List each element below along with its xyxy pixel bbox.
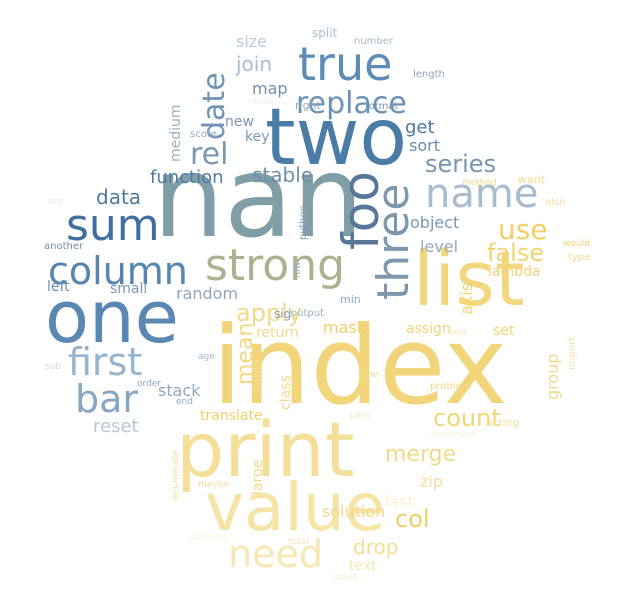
word-time: time — [358, 370, 379, 380]
word-object: object — [410, 213, 459, 232]
word-merge: merge — [385, 442, 456, 467]
word-large: large — [250, 460, 266, 495]
word-table: table — [251, 360, 265, 390]
word-length: length — [413, 69, 445, 80]
word-index: index — [212, 304, 507, 429]
word-new: new — [225, 114, 254, 130]
word-series: series — [425, 150, 496, 178]
word-replace: replace — [296, 86, 407, 121]
word-function: function — [150, 167, 224, 188]
word-text: text — [349, 558, 377, 574]
word-medium: medium — [168, 104, 184, 162]
word-foo: foo — [332, 171, 390, 250]
word-date: date — [197, 72, 232, 140]
word-also: also — [545, 197, 565, 208]
word-col: col — [395, 505, 430, 533]
word-name: name — [425, 171, 538, 217]
word-right: right — [295, 99, 322, 112]
word-output: output — [291, 308, 324, 319]
word-group: group — [543, 354, 562, 400]
word-zip: zip — [420, 472, 443, 491]
word-one: one — [45, 275, 179, 359]
word-solution: solution — [322, 502, 385, 521]
word-total: total — [288, 537, 309, 547]
word-python: python — [298, 205, 309, 240]
word-first: first — [68, 340, 142, 384]
word-column: column — [48, 249, 188, 293]
word-small: small — [110, 281, 147, 297]
word-number: number — [354, 36, 394, 47]
word-order: order — [137, 379, 161, 389]
word-need: need — [228, 532, 323, 576]
word-rel: rel — [190, 137, 228, 172]
word-lambda: lambda — [488, 264, 540, 280]
word-pass: pass — [350, 411, 371, 421]
word-get: get — [405, 117, 435, 138]
word-sep: sep — [48, 197, 64, 207]
word-maybe: maybe — [198, 480, 229, 490]
word-end: end — [176, 397, 193, 407]
word-strong: strong — [205, 240, 345, 291]
word-problem: problem — [430, 381, 471, 392]
word-dataframe: dataframe — [430, 430, 477, 440]
word-apply: apply — [236, 299, 302, 327]
word-left: left — [47, 279, 70, 295]
word-another: another — [44, 241, 84, 252]
word-stack: stack — [158, 381, 201, 400]
word-false: false — [487, 239, 544, 267]
word-mask: mask — [323, 318, 367, 337]
word-enumerate: enumerate — [171, 450, 181, 500]
word-count: count — [433, 404, 501, 432]
word-format: format — [365, 101, 398, 112]
word-print: print — [176, 405, 355, 494]
word-data: data — [96, 185, 141, 209]
word-score: score — [190, 129, 217, 140]
word-age: age — [198, 352, 215, 362]
word-assign: assign — [406, 321, 451, 337]
word-true: true — [298, 37, 392, 91]
word-join: join — [235, 52, 272, 76]
word-size: size — [236, 32, 267, 51]
word-mode: mode — [248, 97, 274, 107]
word-return: return — [256, 325, 299, 341]
word-last: last — [385, 492, 414, 511]
word-level: level — [420, 237, 458, 256]
word-bar: bar — [75, 377, 138, 421]
word-sub: sub — [45, 362, 61, 372]
word-want: want — [518, 173, 546, 186]
word-list: list — [413, 234, 525, 323]
word-use: use — [498, 213, 548, 246]
word-drop: drop — [353, 535, 398, 559]
word-key: key — [245, 129, 270, 145]
word-translate: translate — [200, 408, 263, 424]
word-set: set — [493, 323, 515, 339]
word-nan: nan — [153, 133, 364, 263]
word-sig: sig — [274, 307, 291, 321]
word-row: row — [293, 262, 303, 278]
word-start: start — [334, 572, 357, 583]
word-stable: stable — [252, 163, 313, 187]
word-axis: axis — [457, 283, 476, 315]
word-test: test — [450, 328, 468, 338]
word-contains: contains — [190, 533, 228, 543]
word-sort: sort — [409, 136, 440, 155]
word-would: would — [563, 239, 590, 249]
word-three: three — [368, 184, 419, 300]
word-type: type — [568, 252, 590, 263]
word-random: random — [176, 284, 238, 303]
word-mean: mean — [233, 323, 258, 385]
word-map: map — [252, 79, 288, 98]
word-method: method — [462, 178, 497, 188]
word-reset: reset — [93, 416, 139, 437]
word-value: value — [205, 469, 385, 546]
word-sum: sum — [66, 200, 160, 251]
word-class: class — [278, 375, 294, 410]
word-two: two — [265, 93, 407, 183]
word-split: split — [312, 26, 338, 40]
word-min: min — [340, 293, 361, 306]
word-string: string — [488, 416, 520, 429]
word-import: import — [567, 337, 578, 370]
